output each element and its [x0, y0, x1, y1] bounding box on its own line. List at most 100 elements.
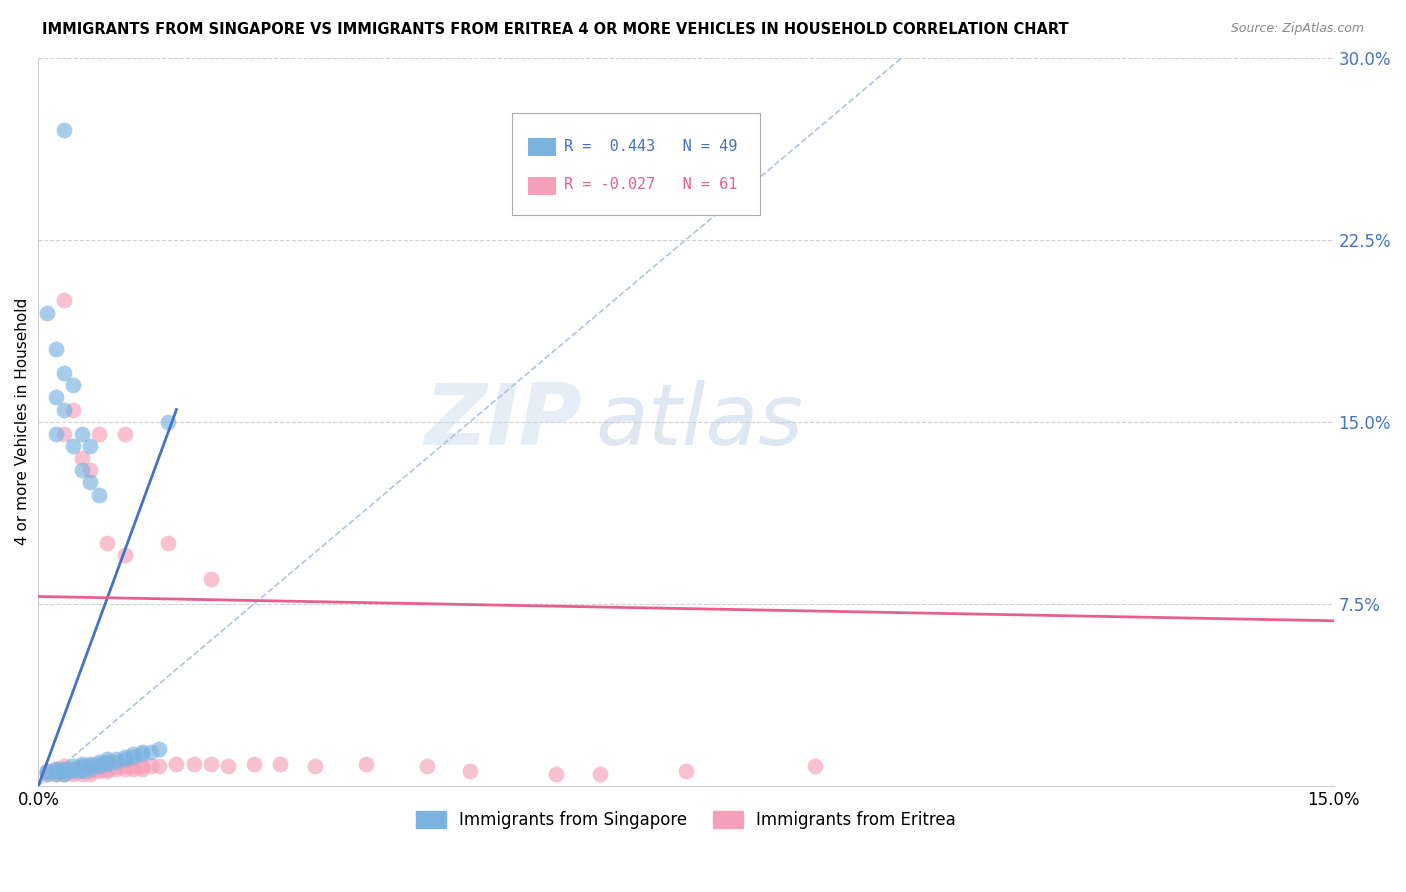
Point [122, 747, 145, 762]
Point [70, 764, 93, 779]
Point [304, 759, 326, 773]
Point [105, 762, 128, 776]
Point [96, 752, 118, 766]
Point [35, 766, 58, 780]
Point [62, 402, 84, 417]
Point [79, 475, 101, 490]
Point [122, 759, 145, 773]
Point [114, 548, 136, 562]
Point [79, 439, 101, 453]
Point [675, 764, 697, 779]
Point [45, 391, 67, 405]
Point [122, 762, 145, 776]
Point [183, 756, 205, 771]
Point [122, 749, 145, 764]
Point [79, 759, 101, 773]
Point [79, 759, 101, 773]
Point [131, 762, 153, 776]
Point [87, 759, 110, 773]
Point [70, 764, 93, 779]
Point [53, 402, 76, 417]
Point [148, 742, 170, 756]
Text: R = -0.027   N = 61: R = -0.027 N = 61 [564, 178, 737, 193]
Point [139, 745, 162, 759]
Point [35, 766, 58, 780]
Point [45, 762, 67, 776]
Point [79, 762, 101, 776]
Point [87, 764, 110, 779]
Point [70, 451, 93, 466]
Point [96, 755, 118, 769]
Point [62, 764, 84, 779]
Point [114, 752, 136, 766]
Point [546, 766, 568, 780]
Point [79, 756, 101, 771]
Point [243, 756, 266, 771]
Point [53, 766, 76, 780]
Point [79, 762, 101, 776]
Point [79, 766, 101, 780]
Point [166, 756, 188, 771]
Point [62, 759, 84, 773]
Point [62, 764, 84, 779]
Point [70, 426, 93, 441]
Point [416, 759, 439, 773]
Point [79, 463, 101, 477]
Point [87, 487, 110, 501]
Point [45, 766, 67, 780]
Point [70, 762, 93, 776]
Point [35, 764, 58, 779]
Point [70, 463, 93, 477]
Text: R =  0.443   N = 49: R = 0.443 N = 49 [564, 138, 737, 153]
Text: Source: ZipAtlas.com: Source: ZipAtlas.com [1230, 22, 1364, 36]
Point [53, 123, 76, 137]
Point [131, 747, 153, 762]
Point [105, 759, 128, 773]
Point [356, 756, 378, 771]
Point [96, 759, 118, 773]
Point [200, 756, 222, 771]
Point [156, 415, 179, 429]
Point [62, 439, 84, 453]
Point [79, 764, 101, 779]
Point [45, 342, 67, 356]
Point [70, 759, 93, 773]
Point [70, 766, 93, 780]
Point [131, 759, 153, 773]
Point [53, 764, 76, 779]
Point [45, 762, 67, 776]
Point [87, 759, 110, 773]
Point [62, 762, 84, 776]
Point [458, 764, 481, 779]
Point [53, 759, 76, 773]
Point [96, 536, 118, 550]
Point [131, 745, 153, 759]
Legend: Immigrants from Singapore, Immigrants from Eritrea: Immigrants from Singapore, Immigrants fr… [409, 805, 962, 836]
Point [62, 378, 84, 392]
Point [588, 766, 610, 780]
Point [114, 426, 136, 441]
Point [96, 756, 118, 771]
Point [87, 756, 110, 771]
Point [114, 759, 136, 773]
Point [53, 766, 76, 780]
Point [70, 756, 93, 771]
Y-axis label: 4 or more Vehicles in Household: 4 or more Vehicles in Household [15, 298, 30, 545]
Point [53, 366, 76, 380]
Point [53, 293, 76, 308]
Text: IMMIGRANTS FROM SINGAPORE VS IMMIGRANTS FROM ERITREA 4 OR MORE VEHICLES IN HOUSE: IMMIGRANTS FROM SINGAPORE VS IMMIGRANTS … [42, 22, 1069, 37]
Point [87, 762, 110, 776]
Point [62, 766, 84, 780]
Point [96, 764, 118, 779]
Point [269, 756, 291, 771]
Point [114, 762, 136, 776]
Point [156, 536, 179, 550]
Point [87, 755, 110, 769]
Point [45, 766, 67, 780]
Point [62, 762, 84, 776]
Point [804, 759, 827, 773]
Point [105, 752, 128, 766]
Point [87, 426, 110, 441]
Point [45, 764, 67, 779]
Point [139, 759, 162, 773]
